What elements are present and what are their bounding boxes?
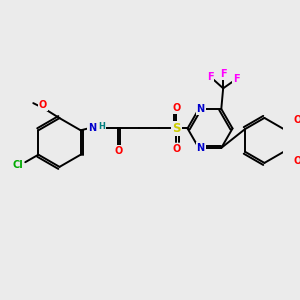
Text: S: S — [172, 122, 181, 135]
Text: H: H — [98, 122, 105, 131]
Text: N: N — [196, 143, 205, 153]
Text: O: O — [38, 100, 47, 110]
Text: O: O — [114, 146, 122, 156]
Text: F: F — [220, 69, 226, 79]
Text: Cl: Cl — [12, 160, 23, 170]
Text: O: O — [294, 156, 300, 166]
Text: F: F — [233, 74, 240, 84]
Text: N: N — [196, 104, 205, 114]
Text: F: F — [207, 72, 213, 82]
Text: O: O — [294, 115, 300, 125]
Text: O: O — [172, 103, 180, 113]
Text: O: O — [172, 144, 180, 154]
Text: N: N — [88, 123, 96, 134]
